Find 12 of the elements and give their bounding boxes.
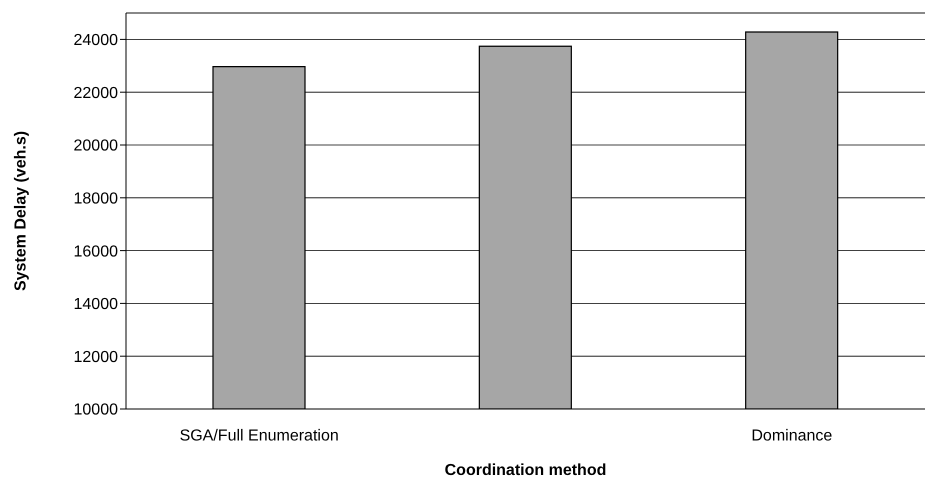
y-tick-label: 10000	[74, 402, 118, 419]
x-tick-label: Dominance	[751, 427, 832, 444]
x-tick-label: SGA/Full Enumeration	[180, 427, 339, 444]
y-tick-label: 14000	[74, 296, 118, 314]
y-axis-title: System Delay (veh.s)	[12, 130, 30, 292]
x-axis-title: Coordination method	[444, 462, 606, 479]
y-tick-label: 24000	[74, 32, 118, 50]
y-tick-label: 18000	[74, 190, 118, 208]
y-tick-label: 22000	[74, 84, 118, 102]
y-tick-label: 12000	[74, 348, 118, 366]
y-tick-label: 16000	[74, 243, 118, 260]
y-tick-label: 20000	[74, 138, 118, 155]
